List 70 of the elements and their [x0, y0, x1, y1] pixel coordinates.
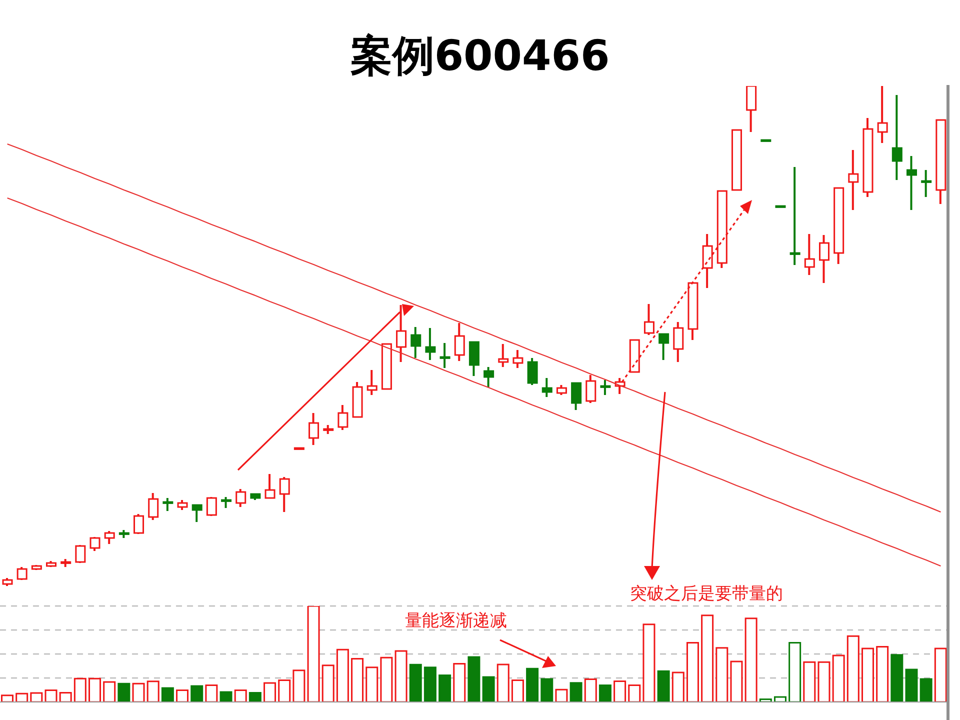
bar [16, 692, 28, 702]
bar [584, 678, 597, 702]
bar [876, 646, 889, 702]
bar [598, 684, 612, 702]
bar [307, 606, 320, 702]
bar [526, 668, 539, 702]
bar [292, 670, 306, 702]
bar [132, 682, 145, 702]
bar [264, 682, 276, 702]
bar [161, 687, 174, 702]
bar [846, 635, 860, 702]
bar [934, 648, 947, 702]
bar [468, 656, 480, 702]
annotation: 突破之后是要带量的 [630, 583, 783, 605]
bar [248, 692, 262, 702]
bar [30, 692, 43, 702]
bar [686, 642, 699, 702]
bar [614, 680, 626, 702]
bar [788, 642, 802, 702]
bar [890, 654, 904, 702]
bar [920, 678, 932, 702]
bar [672, 672, 684, 702]
annotation: 量能逐渐递减 [405, 610, 507, 632]
candlestick [440, 343, 450, 368]
bar [59, 692, 72, 702]
bar [380, 656, 393, 702]
bar [103, 681, 116, 702]
bar [278, 680, 291, 702]
bar [511, 680, 524, 702]
bar [496, 664, 510, 702]
bar [861, 648, 874, 702]
bar [803, 661, 816, 702]
bar [642, 624, 656, 702]
bar [438, 674, 452, 702]
bar [730, 660, 743, 702]
bar [44, 690, 58, 702]
bar [744, 618, 758, 702]
bar [716, 647, 728, 702]
bar [351, 658, 364, 702]
bar [88, 678, 102, 702]
bar [759, 698, 772, 702]
bar [234, 690, 247, 702]
bar [176, 690, 189, 702]
bar [701, 614, 714, 702]
bar [628, 684, 641, 702]
bar [453, 662, 466, 702]
chart-title: 案例600466 [349, 30, 611, 82]
bar [409, 664, 422, 702]
bar [74, 678, 86, 702]
bar [818, 661, 830, 702]
bar [570, 682, 582, 702]
bar [832, 654, 845, 702]
candlestick [921, 170, 932, 197]
bar [424, 666, 436, 702]
bar [482, 676, 495, 702]
bar [146, 680, 160, 702]
bar [220, 691, 232, 702]
bar [366, 666, 378, 702]
bar [190, 685, 204, 702]
bar [905, 668, 918, 702]
bar [322, 664, 334, 702]
bar [336, 648, 349, 702]
candlestick [790, 167, 800, 265]
bar [657, 670, 670, 702]
bar [205, 684, 218, 702]
bar [394, 650, 408, 702]
bar [540, 678, 554, 702]
bar [555, 688, 568, 702]
bar [118, 682, 130, 702]
bar [774, 696, 786, 702]
